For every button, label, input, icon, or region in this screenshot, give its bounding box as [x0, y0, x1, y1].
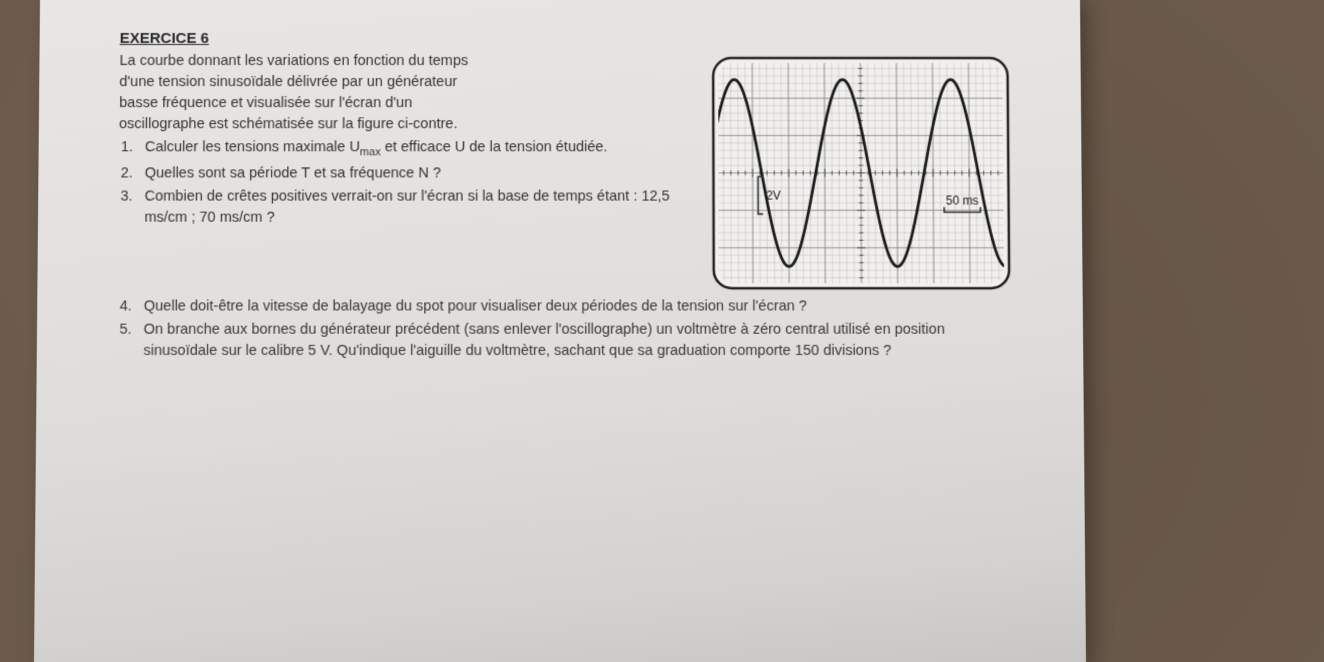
question-4: Quelle doit-être la vitesse de balayage … — [134, 296, 1023, 317]
svg-text:2V: 2V — [766, 188, 781, 202]
question-5: On branche aux bornes du générateur préc… — [133, 320, 1023, 363]
intro-line: basse fréquence et visualisée sur l'écra… — [119, 95, 412, 111]
question-1: Calculer les tensions maximale Umax et e… — [135, 137, 691, 161]
intro-paragraph: La courbe donnant les variations en fonc… — [119, 51, 690, 135]
q1-text-a: Calculer les tensions maximale U — [145, 139, 360, 155]
question-3: Combien de crêtes positives verrait-on s… — [134, 186, 690, 228]
exercise-paper: EXERCICE 6 La courbe donnant les variati… — [34, 0, 1086, 662]
content-row: La courbe donnant les variations en fonc… — [118, 51, 1023, 296]
intro-line: oscillographe est schématisée sur la fig… — [119, 116, 457, 132]
exercise-title: EXERCICE 6 — [120, 30, 1021, 47]
intro-line: d'une tension sinusoïdale délivrée par u… — [119, 74, 457, 90]
svg-text:50 ms: 50 ms — [946, 193, 979, 207]
q1-subscript: max — [360, 146, 381, 158]
oscilloscope-screen: 2V 50 ms — [710, 55, 1012, 291]
question-list-bottom: Quelle doit-être la vitesse de balayage … — [117, 296, 1023, 362]
question-2: Quelles sont sa période T et sa fréquenc… — [135, 163, 691, 184]
question-list-top: Calculer les tensions maximale Umax et e… — [118, 137, 690, 228]
intro-line: La courbe donnant les variations en fonc… — [119, 53, 468, 69]
text-column: La courbe donnant les variations en fonc… — [118, 51, 690, 231]
q1-text-b: et efficace U de la tension étudiée. — [381, 139, 608, 155]
oscilloscope-figure: 2V 50 ms — [710, 51, 1022, 296]
